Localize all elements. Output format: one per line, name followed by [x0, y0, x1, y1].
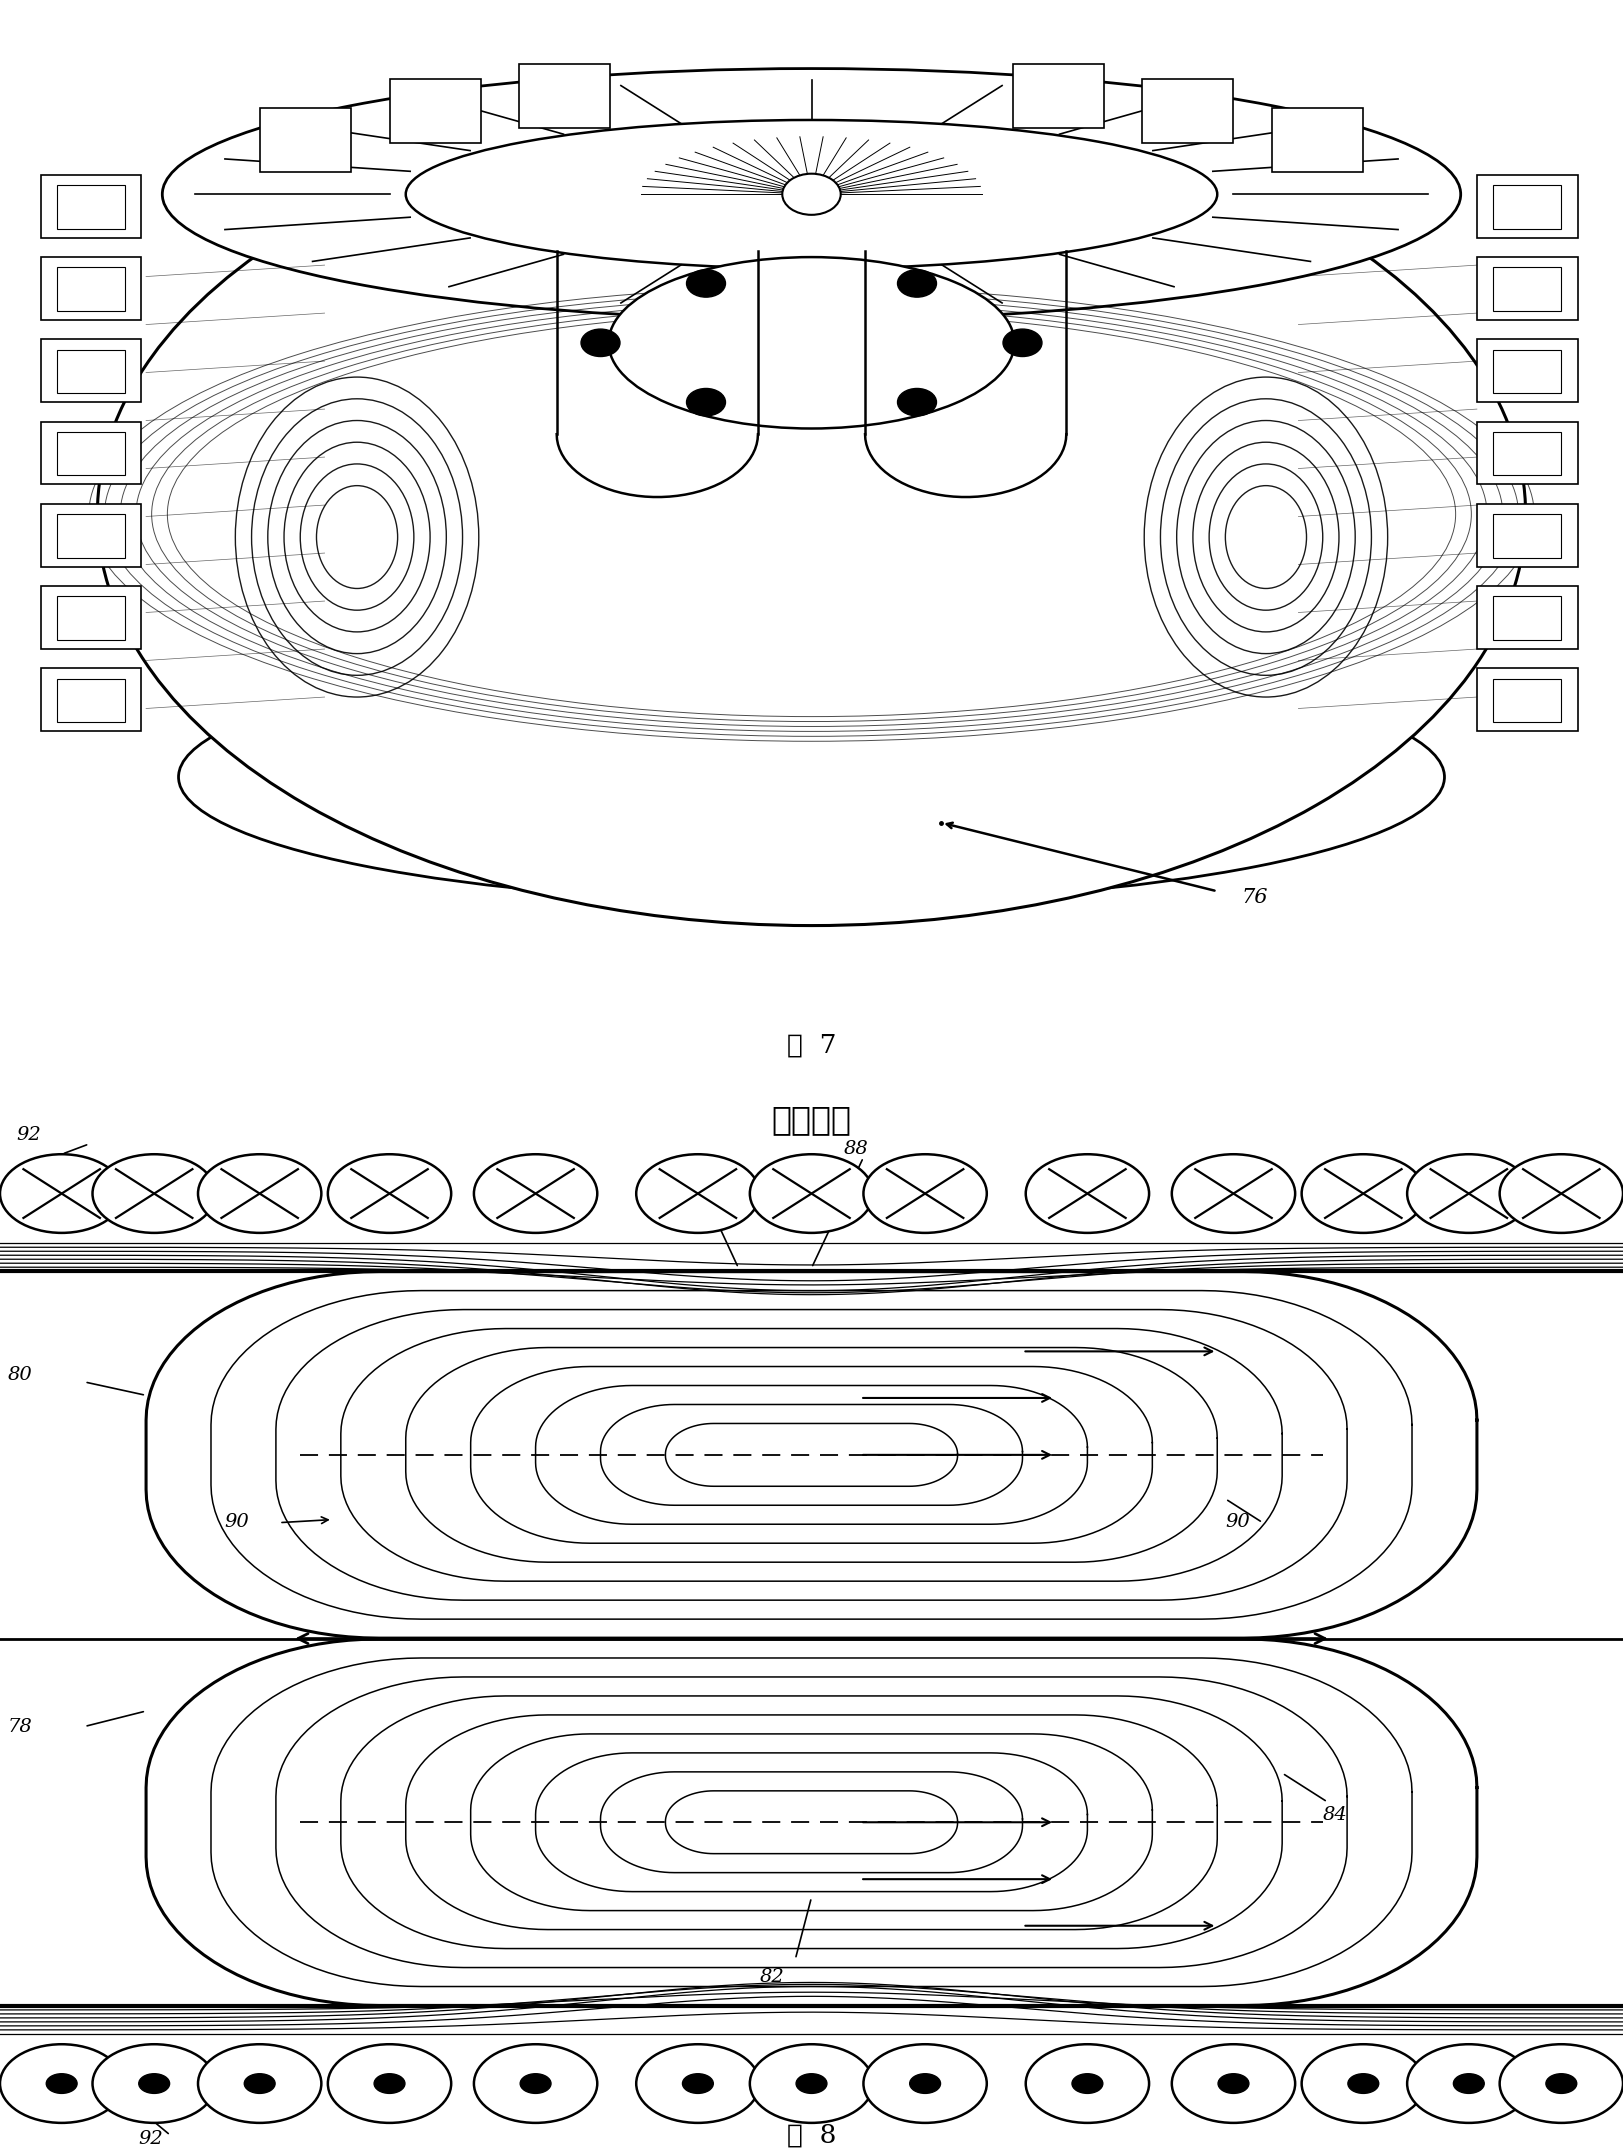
Circle shape: [140, 2074, 170, 2093]
Circle shape: [521, 2074, 552, 2093]
Bar: [1493, 431, 1561, 474]
Circle shape: [198, 2044, 321, 2124]
Circle shape: [47, 2074, 78, 2093]
Text: 88: 88: [844, 1141, 868, 1158]
Bar: [57, 431, 125, 474]
Circle shape: [687, 388, 725, 416]
Bar: [1493, 349, 1561, 392]
Bar: [519, 65, 610, 127]
Bar: [1477, 586, 1578, 649]
Ellipse shape: [97, 103, 1526, 925]
Circle shape: [863, 2044, 987, 2124]
Circle shape: [683, 2074, 714, 2093]
Bar: [1013, 65, 1104, 127]
Text: 92: 92: [16, 1125, 41, 1143]
Circle shape: [782, 175, 841, 216]
Text: 84: 84: [1323, 1807, 1347, 1824]
Circle shape: [1073, 2074, 1104, 2093]
Ellipse shape: [179, 651, 1444, 903]
Bar: [57, 597, 125, 640]
Circle shape: [328, 2044, 451, 2124]
Bar: [1477, 423, 1578, 485]
Text: 92: 92: [138, 2130, 162, 2147]
Bar: [1493, 515, 1561, 558]
Circle shape: [0, 1153, 123, 1233]
Text: 76: 76: [1242, 888, 1268, 906]
Circle shape: [687, 270, 725, 298]
Circle shape: [1545, 2074, 1578, 2093]
Circle shape: [797, 2074, 828, 2093]
Bar: [57, 267, 125, 310]
Bar: [1272, 108, 1363, 172]
Text: 86: 86: [674, 1205, 698, 1222]
Circle shape: [245, 2074, 276, 2093]
Bar: [1477, 257, 1578, 319]
Text: 90: 90: [1225, 1514, 1250, 1531]
Bar: [41, 338, 141, 403]
Bar: [41, 505, 141, 567]
Text: 90: 90: [224, 1514, 248, 1531]
Circle shape: [750, 2044, 873, 2124]
Text: 78: 78: [8, 1718, 32, 1736]
Circle shape: [1407, 2044, 1530, 2124]
Circle shape: [1302, 1153, 1425, 1233]
Circle shape: [1026, 1153, 1149, 1233]
Circle shape: [911, 2074, 941, 2093]
Text: 现有技术: 现有技术: [771, 1104, 852, 1136]
Bar: [57, 185, 125, 229]
Circle shape: [581, 330, 620, 356]
Circle shape: [198, 1153, 321, 1233]
Bar: [1141, 80, 1232, 142]
Text: 80: 80: [8, 1367, 32, 1384]
Circle shape: [636, 2044, 760, 2124]
Circle shape: [474, 2044, 597, 2124]
Circle shape: [1217, 2074, 1250, 2093]
Circle shape: [93, 1153, 216, 1233]
Bar: [1477, 505, 1578, 567]
Ellipse shape: [162, 69, 1461, 319]
Circle shape: [1302, 2044, 1425, 2124]
Circle shape: [0, 2044, 123, 2124]
Bar: [1477, 175, 1578, 237]
Bar: [1493, 185, 1561, 229]
Bar: [1477, 338, 1578, 403]
Bar: [41, 175, 141, 237]
Bar: [1493, 597, 1561, 640]
Circle shape: [1349, 2074, 1380, 2093]
Circle shape: [93, 2044, 216, 2124]
Circle shape: [636, 1153, 760, 1233]
Bar: [391, 80, 482, 142]
Text: 82: 82: [760, 1968, 784, 1986]
Circle shape: [1172, 2044, 1295, 2124]
Circle shape: [1500, 2044, 1623, 2124]
Circle shape: [898, 388, 936, 416]
Bar: [41, 586, 141, 649]
Circle shape: [898, 270, 936, 298]
Bar: [57, 349, 125, 392]
Bar: [260, 108, 351, 172]
Circle shape: [328, 1153, 451, 1233]
Bar: [41, 257, 141, 319]
Bar: [1477, 668, 1578, 731]
Circle shape: [863, 1153, 987, 1233]
Ellipse shape: [609, 257, 1014, 429]
Bar: [57, 515, 125, 558]
Bar: [1493, 679, 1561, 722]
Circle shape: [1003, 330, 1042, 356]
Ellipse shape: [406, 121, 1217, 270]
Circle shape: [1500, 1153, 1623, 1233]
Circle shape: [1454, 2074, 1485, 2093]
Bar: [41, 423, 141, 485]
Circle shape: [750, 1153, 873, 1233]
Circle shape: [474, 1153, 597, 1233]
Text: 图  7: 图 7: [787, 1033, 836, 1059]
Circle shape: [1172, 1153, 1295, 1233]
Bar: [57, 679, 125, 722]
Circle shape: [373, 2074, 406, 2093]
Bar: [1493, 267, 1561, 310]
Circle shape: [1026, 2044, 1149, 2124]
Bar: [41, 668, 141, 731]
Circle shape: [1407, 1153, 1530, 1233]
Text: 图  8: 图 8: [787, 2124, 836, 2147]
